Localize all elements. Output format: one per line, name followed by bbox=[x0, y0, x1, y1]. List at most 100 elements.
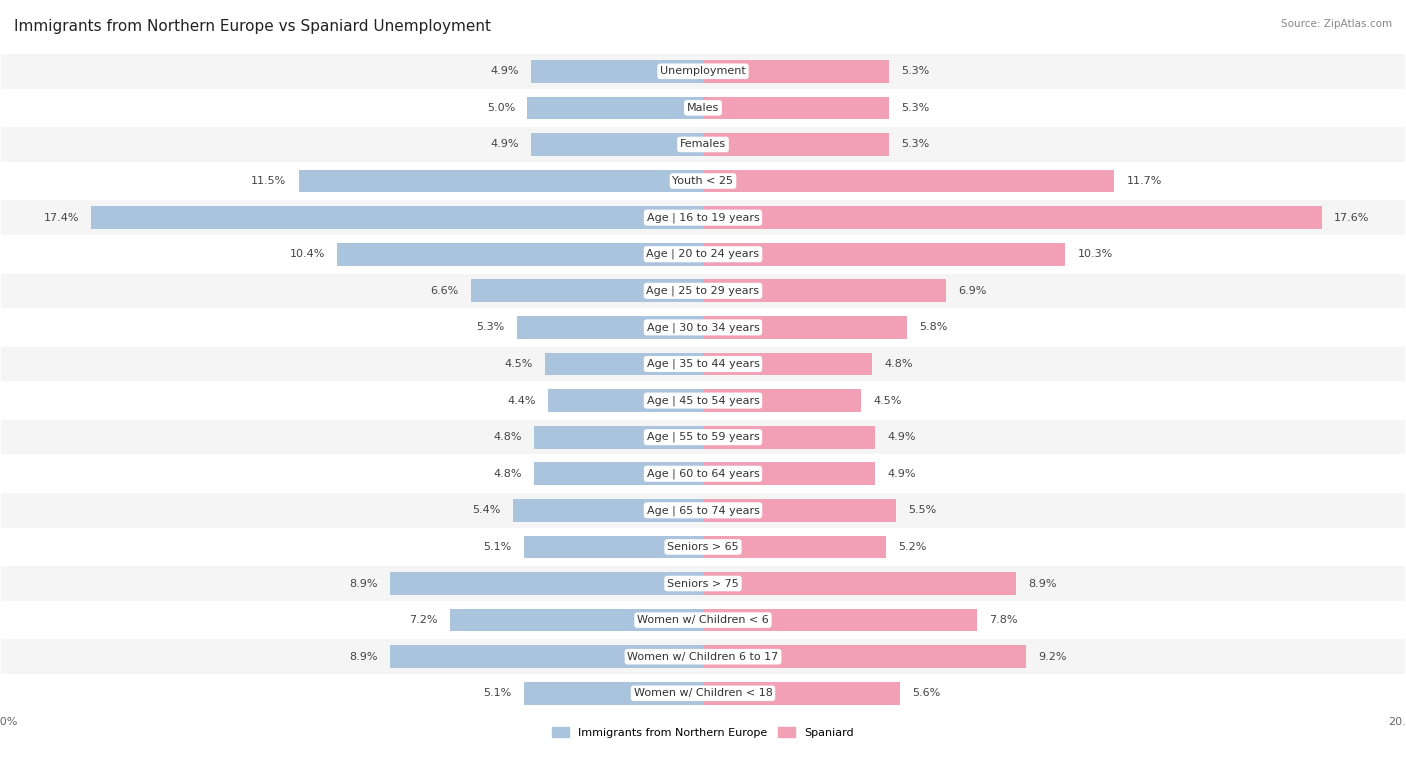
Text: 10.4%: 10.4% bbox=[290, 249, 325, 259]
Text: 5.3%: 5.3% bbox=[901, 103, 929, 113]
Bar bbox=[513, 499, 703, 522]
Bar bbox=[0, 492, 1406, 528]
Bar bbox=[337, 243, 703, 266]
Text: 6.9%: 6.9% bbox=[957, 286, 986, 296]
Text: Age | 30 to 34 years: Age | 30 to 34 years bbox=[647, 322, 759, 332]
Text: 6.6%: 6.6% bbox=[430, 286, 458, 296]
Bar bbox=[703, 389, 860, 412]
Bar bbox=[531, 133, 703, 156]
Text: Unemployment: Unemployment bbox=[661, 67, 745, 76]
Text: 8.9%: 8.9% bbox=[1028, 578, 1057, 588]
Text: 4.8%: 4.8% bbox=[494, 432, 522, 442]
Bar bbox=[0, 199, 1406, 236]
Text: 5.0%: 5.0% bbox=[486, 103, 515, 113]
Text: Age | 55 to 59 years: Age | 55 to 59 years bbox=[647, 432, 759, 442]
Text: 5.3%: 5.3% bbox=[477, 322, 505, 332]
Text: Age | 60 to 64 years: Age | 60 to 64 years bbox=[647, 469, 759, 479]
Bar bbox=[0, 675, 1406, 712]
Bar bbox=[703, 97, 889, 119]
Bar bbox=[703, 133, 889, 156]
Bar bbox=[703, 279, 945, 302]
Text: Females: Females bbox=[681, 139, 725, 149]
Bar bbox=[524, 682, 703, 705]
Bar bbox=[0, 602, 1406, 638]
Bar bbox=[703, 426, 875, 448]
Text: 8.9%: 8.9% bbox=[349, 578, 378, 588]
Bar bbox=[703, 682, 900, 705]
Text: Age | 35 to 44 years: Age | 35 to 44 years bbox=[647, 359, 759, 369]
Text: 5.4%: 5.4% bbox=[472, 506, 501, 516]
Text: 7.8%: 7.8% bbox=[990, 615, 1018, 625]
Bar bbox=[703, 646, 1026, 668]
Bar bbox=[703, 170, 1114, 192]
Text: 5.5%: 5.5% bbox=[908, 506, 936, 516]
Bar bbox=[527, 97, 703, 119]
Bar bbox=[703, 353, 872, 375]
Text: 4.9%: 4.9% bbox=[887, 469, 917, 478]
Bar bbox=[548, 389, 703, 412]
Text: 4.9%: 4.9% bbox=[887, 432, 917, 442]
Text: Women w/ Children < 18: Women w/ Children < 18 bbox=[634, 688, 772, 698]
Bar bbox=[0, 163, 1406, 199]
Text: 10.3%: 10.3% bbox=[1077, 249, 1112, 259]
Text: Women w/ Children < 6: Women w/ Children < 6 bbox=[637, 615, 769, 625]
Text: 4.5%: 4.5% bbox=[873, 396, 901, 406]
Bar bbox=[471, 279, 703, 302]
Text: Age | 25 to 29 years: Age | 25 to 29 years bbox=[647, 285, 759, 296]
Text: 5.8%: 5.8% bbox=[920, 322, 948, 332]
Text: 4.5%: 4.5% bbox=[505, 359, 533, 369]
Bar bbox=[0, 53, 1406, 89]
Text: Age | 65 to 74 years: Age | 65 to 74 years bbox=[647, 505, 759, 516]
Bar bbox=[534, 463, 703, 485]
Text: Age | 45 to 54 years: Age | 45 to 54 years bbox=[647, 395, 759, 406]
Bar bbox=[0, 273, 1406, 309]
Bar bbox=[450, 609, 703, 631]
Text: 9.2%: 9.2% bbox=[1039, 652, 1067, 662]
Text: 5.6%: 5.6% bbox=[912, 688, 941, 698]
Bar bbox=[0, 382, 1406, 419]
Text: 11.5%: 11.5% bbox=[252, 176, 287, 186]
Bar bbox=[0, 346, 1406, 382]
Bar bbox=[0, 456, 1406, 492]
Bar bbox=[0, 419, 1406, 456]
Legend: Immigrants from Northern Europe, Spaniard: Immigrants from Northern Europe, Spaniar… bbox=[548, 723, 858, 743]
Text: 4.9%: 4.9% bbox=[489, 67, 519, 76]
Text: 4.4%: 4.4% bbox=[508, 396, 536, 406]
Text: 11.7%: 11.7% bbox=[1126, 176, 1161, 186]
Bar bbox=[0, 236, 1406, 273]
Bar bbox=[703, 463, 875, 485]
Text: 4.8%: 4.8% bbox=[494, 469, 522, 478]
Bar bbox=[703, 536, 886, 558]
Bar bbox=[0, 638, 1406, 675]
Bar bbox=[534, 426, 703, 448]
Text: Women w/ Children 6 to 17: Women w/ Children 6 to 17 bbox=[627, 652, 779, 662]
Bar bbox=[517, 316, 703, 338]
Text: 5.3%: 5.3% bbox=[901, 139, 929, 149]
Bar bbox=[703, 60, 889, 83]
Bar bbox=[531, 60, 703, 83]
Text: Seniors > 75: Seniors > 75 bbox=[666, 578, 740, 588]
Bar bbox=[703, 243, 1066, 266]
Text: 5.1%: 5.1% bbox=[484, 688, 512, 698]
Text: 4.9%: 4.9% bbox=[489, 139, 519, 149]
Text: Youth < 25: Youth < 25 bbox=[672, 176, 734, 186]
Bar bbox=[524, 536, 703, 558]
Bar bbox=[391, 572, 703, 595]
Text: Seniors > 65: Seniors > 65 bbox=[668, 542, 738, 552]
Bar bbox=[546, 353, 703, 375]
Bar bbox=[299, 170, 703, 192]
Bar bbox=[703, 316, 907, 338]
Bar bbox=[703, 207, 1322, 229]
Bar bbox=[703, 499, 897, 522]
Bar bbox=[703, 609, 977, 631]
Text: 17.6%: 17.6% bbox=[1334, 213, 1369, 223]
Bar bbox=[91, 207, 703, 229]
Text: Source: ZipAtlas.com: Source: ZipAtlas.com bbox=[1281, 19, 1392, 29]
Text: Immigrants from Northern Europe vs Spaniard Unemployment: Immigrants from Northern Europe vs Spani… bbox=[14, 19, 491, 34]
Text: 5.1%: 5.1% bbox=[484, 542, 512, 552]
Text: 8.9%: 8.9% bbox=[349, 652, 378, 662]
Text: 4.8%: 4.8% bbox=[884, 359, 912, 369]
Text: Age | 20 to 24 years: Age | 20 to 24 years bbox=[647, 249, 759, 260]
Text: 5.3%: 5.3% bbox=[901, 67, 929, 76]
Text: Males: Males bbox=[688, 103, 718, 113]
